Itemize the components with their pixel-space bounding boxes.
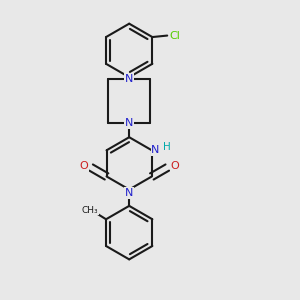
- Text: N: N: [151, 145, 160, 155]
- Text: Cl: Cl: [169, 31, 180, 40]
- Text: N: N: [125, 118, 134, 128]
- Text: H: H: [164, 142, 171, 152]
- Text: N: N: [125, 188, 134, 198]
- Text: N: N: [125, 74, 134, 84]
- Text: O: O: [170, 161, 179, 171]
- Text: CH₃: CH₃: [81, 206, 98, 215]
- Text: O: O: [79, 161, 88, 171]
